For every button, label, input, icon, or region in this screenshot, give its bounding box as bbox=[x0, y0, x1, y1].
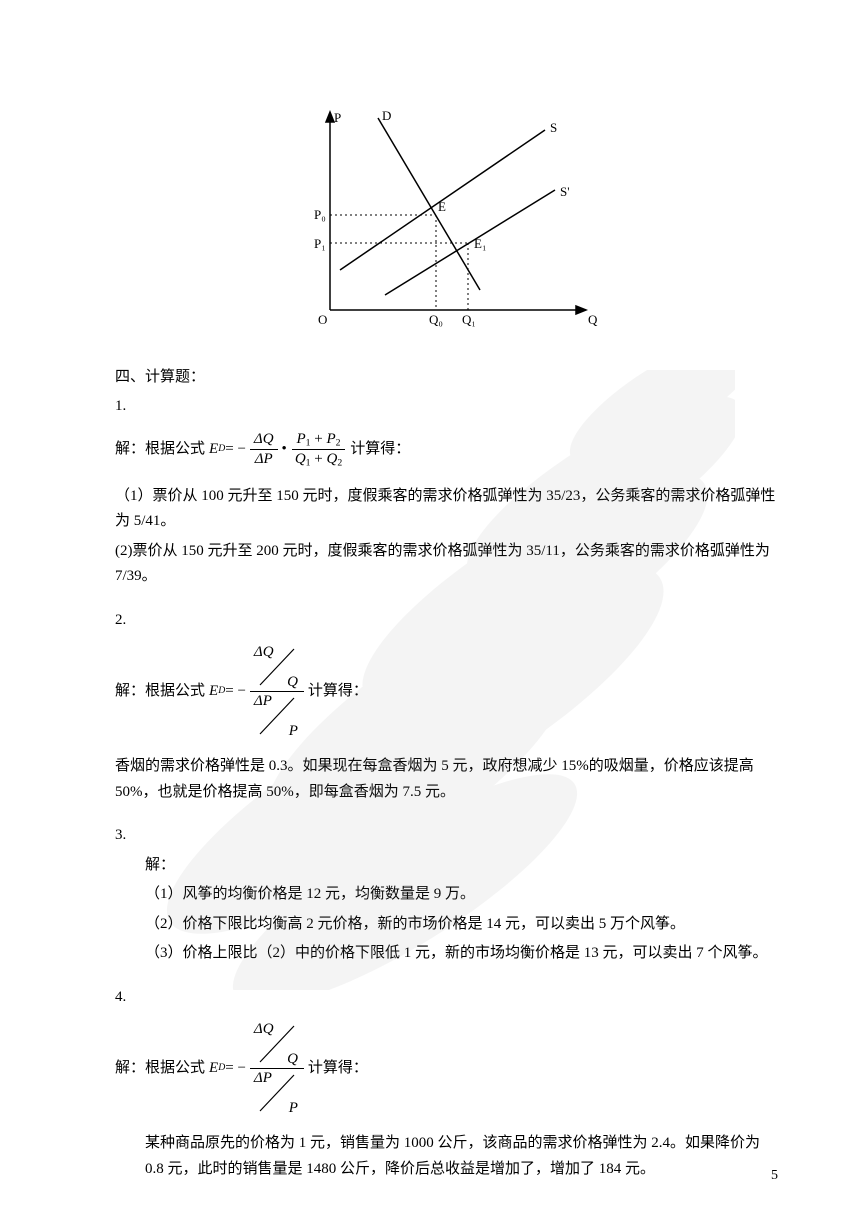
q1-formula: 解：根据公式 E D = − ΔQ ΔP • P1 + P2 Q1 + Q2 计… bbox=[115, 430, 778, 470]
q1-equals: = − bbox=[225, 437, 246, 463]
curve-s-label: S bbox=[550, 120, 557, 135]
q2-number: 2. bbox=[115, 608, 778, 634]
supply-demand-chart: P D S S' P₀ P₁ E E₁ O Q₀ Q₁ Q bbox=[310, 110, 640, 345]
document-page: P D S S' P₀ P₁ E E₁ O Q₀ Q₁ Q 四、计算题： 1. … bbox=[0, 0, 868, 1228]
point-e1: E₁ bbox=[474, 236, 486, 251]
curve-s1-label: S' bbox=[560, 184, 570, 199]
q1-E: E bbox=[209, 437, 218, 463]
q4-prefix: 解：根据公式 bbox=[115, 1056, 205, 1082]
q3-a1: （1）风筝的均衡价格是 12 元，均衡数量是 9 万。 bbox=[115, 882, 778, 908]
q4-E: E bbox=[209, 1056, 218, 1082]
q1-answer-1: （1）票价从 100 元升至 150 元时，度假乘客的需求价格弧弹性为 35/2… bbox=[115, 484, 778, 535]
q4-p: P bbox=[289, 1099, 298, 1118]
q2-dp: ΔP bbox=[254, 692, 272, 711]
q4-number: 4. bbox=[115, 985, 778, 1011]
q1-E-sub: D bbox=[218, 441, 225, 458]
q1-Q1: Q bbox=[295, 451, 306, 467]
q4-answer: 某种商品原先的价格为 1 元，销售量为 1000 公斤，该商品的需求价格弹性为 … bbox=[115, 1131, 778, 1182]
q2-E-sub: D bbox=[218, 683, 225, 700]
q2-bigfrac: ΔQ Q ΔP P bbox=[250, 643, 304, 740]
marker-q1: Q₁ bbox=[462, 312, 476, 327]
q4-E-sub: D bbox=[218, 1060, 225, 1077]
q1-den-plus: + bbox=[311, 451, 327, 467]
q1-frac2: P1 + P2 Q1 + Q2 bbox=[291, 430, 346, 470]
q4-suffix: 计算得： bbox=[308, 1056, 368, 1082]
q2-equals: = − bbox=[225, 679, 246, 705]
q2-dq: ΔQ bbox=[254, 643, 274, 662]
q3-a3: （3）价格上限比（2）中的价格下限低 1 元，新的市场均衡价格是 13 元，可以… bbox=[115, 941, 778, 967]
marker-p0: P₀ bbox=[314, 207, 326, 222]
q1-answer-2: (2)票价从 150 元升至 200 元时，度假乘客的需求价格弧弹性为 35/1… bbox=[115, 539, 778, 590]
q1-dot: • bbox=[282, 437, 287, 463]
marker-q0: Q₀ bbox=[429, 312, 443, 327]
axis-q-label: Q bbox=[588, 312, 598, 327]
q4-dq: ΔQ bbox=[254, 1020, 274, 1039]
q2-suffix: 计算得： bbox=[308, 679, 368, 705]
curve-d-label: D bbox=[382, 110, 391, 123]
q2-diag1: ΔQ Q bbox=[254, 643, 300, 691]
q4-formula: 解：根据公式 E D = − ΔQ Q ΔP P 计算得： bbox=[115, 1020, 778, 1117]
q1-P2-sub: 2 bbox=[336, 437, 341, 448]
q2-q: Q bbox=[287, 673, 298, 692]
q4-diag1: ΔQ Q bbox=[254, 1020, 300, 1068]
q1-frac1: ΔQ ΔP bbox=[250, 430, 278, 469]
q1-suffix: 计算得： bbox=[350, 437, 410, 463]
section-heading: 四、计算题： bbox=[115, 365, 778, 391]
marker-p1: P₁ bbox=[314, 236, 326, 251]
q4-equals: = − bbox=[225, 1056, 246, 1082]
q1-P1: P bbox=[296, 431, 305, 447]
q4-q: Q bbox=[287, 1050, 298, 1069]
q1-number: 1. bbox=[115, 394, 778, 420]
q1-P2: P bbox=[327, 431, 336, 447]
q1-num-plus: + bbox=[311, 431, 327, 447]
q2-p: P bbox=[289, 722, 298, 741]
page-number: 5 bbox=[771, 1164, 778, 1188]
q3-a2: （2）价格下限比均衡高 2 元价格，新的市场价格是 14 元，可以卖出 5 万个… bbox=[115, 912, 778, 938]
q3-sol-label: 解： bbox=[115, 853, 778, 879]
q4-bigfrac: ΔQ Q ΔP P bbox=[250, 1020, 304, 1117]
q1-frac1-num: ΔQ bbox=[254, 431, 274, 447]
axis-p-label: P bbox=[334, 110, 341, 125]
origin-label: O bbox=[318, 312, 327, 327]
q1-frac1-den: ΔP bbox=[255, 451, 273, 467]
q3-number: 3. bbox=[115, 823, 778, 849]
q4-dp: ΔP bbox=[254, 1069, 272, 1088]
chart-svg: P D S S' P₀ P₁ E E₁ O Q₀ Q₁ Q bbox=[310, 110, 610, 335]
q2-answer: 香烟的需求价格弹性是 0.3。如果现在每盒香烟为 5 元，政府想减少 15%的吸… bbox=[115, 754, 778, 805]
q2-E: E bbox=[209, 679, 218, 705]
q2-prefix: 解：根据公式 bbox=[115, 679, 205, 705]
q2-diag2: ΔP P bbox=[254, 692, 300, 740]
q2-formula: 解：根据公式 E D = − ΔQ Q ΔP P 计算得： bbox=[115, 643, 778, 740]
point-e: E bbox=[438, 199, 446, 214]
q1-Q2-sub: 2 bbox=[337, 458, 342, 469]
q1-prefix: 解：根据公式 bbox=[115, 437, 205, 463]
q4-diag2: ΔP P bbox=[254, 1069, 300, 1117]
q1-Q2: Q bbox=[327, 451, 338, 467]
